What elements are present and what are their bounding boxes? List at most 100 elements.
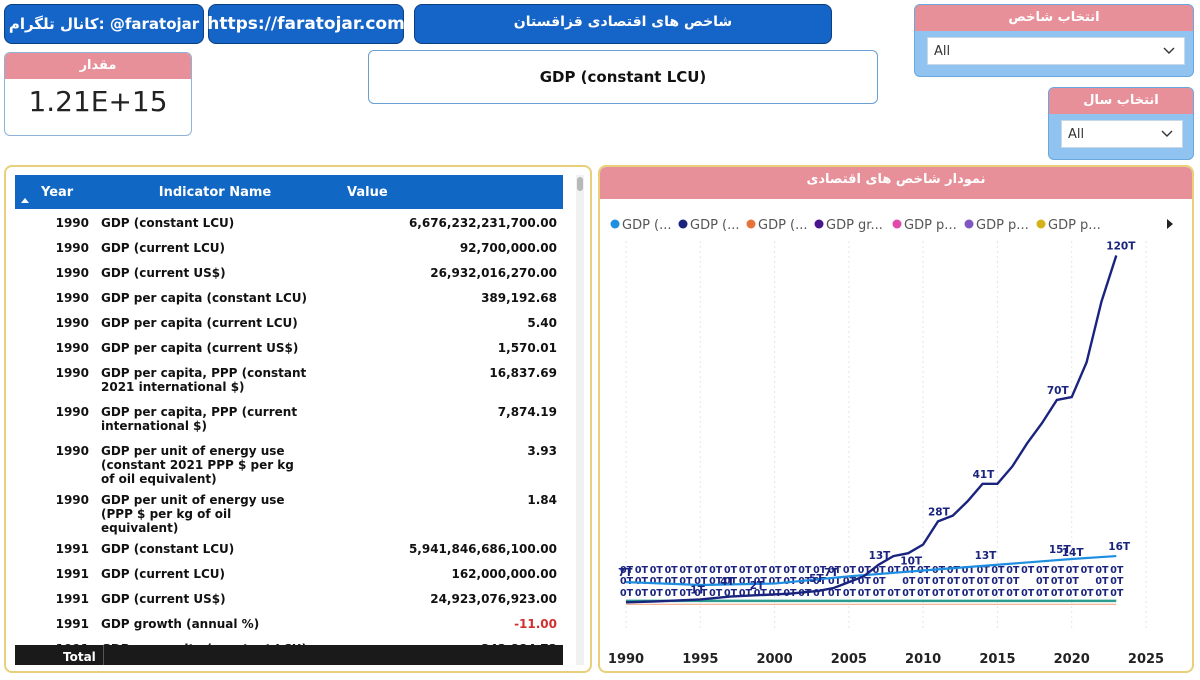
table-cell-year: 1991 xyxy=(55,592,89,606)
data-label-zero: 0T xyxy=(739,588,753,599)
data-label-zero: 0T xyxy=(694,565,708,576)
table-row[interactable]: 1990 GDP per capita, PPP (constant 2021 i… xyxy=(15,359,563,398)
data-label-zero: 0T xyxy=(813,588,827,599)
table-cell-year: 1990 xyxy=(55,341,89,355)
table-cell-value: 1.84 xyxy=(527,493,557,507)
data-label: 2T xyxy=(750,580,765,592)
table-scroll-area[interactable]: Year Indicator Name Value 1990 GDP (const… xyxy=(15,175,563,665)
table-row[interactable]: 1991 GDP (constant LCU) 5,941,846,686,100.… xyxy=(15,535,563,560)
data-label-zero: 0T xyxy=(917,576,931,587)
legend-entry: GDP (... xyxy=(622,218,672,233)
indicator-dropdown[interactable]: All xyxy=(927,37,1185,65)
data-label-zero: 0T xyxy=(873,565,887,576)
table-cell-indicator-name: GDP per unit of energy use (constant 202… xyxy=(101,444,294,486)
economic-indicators-line-chart: GDP (... GDP (... GDP (... GDP gr... GDP p..… xyxy=(608,218,1173,667)
data-label-zero: 0T xyxy=(650,588,664,599)
data-label-zero: 0T xyxy=(991,588,1005,599)
data-label: 4T xyxy=(720,576,735,588)
dashboard-title: شاخص های اقتصادی قزاقستان xyxy=(513,14,733,30)
data-label-zero: 0T xyxy=(1051,576,1065,587)
table-cell-indicator-name: GDP (current US$) xyxy=(101,266,226,280)
data-label-zero: 0T xyxy=(679,565,693,576)
table-cell-year: 1991 xyxy=(55,617,89,631)
legend-entry: GDP (... xyxy=(758,218,808,233)
data-label-zero: 0T xyxy=(783,565,797,576)
website-link-button[interactable]: https://faratojar.com xyxy=(207,4,405,44)
data-label-zero: 0T xyxy=(843,588,857,599)
data-label-zero: 0T xyxy=(1006,565,1020,576)
data-label-zero: 0T xyxy=(887,565,901,576)
data-label: 13T xyxy=(975,550,998,562)
table-cell-indicator-name: GDP (current LCU) xyxy=(101,567,226,581)
data-label-zero: 0T xyxy=(828,565,842,576)
data-label: 16T xyxy=(1108,541,1131,553)
data-label: 120T xyxy=(1106,240,1136,252)
data-label-zero: 0T xyxy=(1051,588,1065,599)
year-slicer-label: انتخاب سال xyxy=(1049,88,1193,114)
data-label-zero: 0T xyxy=(1066,588,1080,599)
data-label: 7T xyxy=(618,567,633,579)
table-cell-indicator-name: GDP per capita, PPP (constant 2021 inter… xyxy=(101,366,307,394)
data-label-zero: 0T xyxy=(709,576,723,587)
table-row[interactable]: 1990 GDP (current US$) 26,932,016,270.00 xyxy=(15,259,563,284)
table-row[interactable]: 1990 GDP per capita (current US$) 1,570.01 xyxy=(15,334,563,359)
value-card: مقدار 1.21E+15 xyxy=(4,52,192,136)
data-label-zero: 0T xyxy=(620,588,634,599)
data-label-zero: 0T xyxy=(694,576,708,587)
data-label-zero: 0T xyxy=(858,565,872,576)
data-label-zero: 0T xyxy=(902,576,916,587)
table-cell-indicator-name: GDP (constant LCU) xyxy=(101,542,235,556)
data-label-zero: 0T xyxy=(828,588,842,599)
table-row[interactable]: 1990 GDP per unit of energy use (PPP $ pe… xyxy=(15,486,563,535)
data-label-zero: 0T xyxy=(1006,576,1020,587)
data-label-zero: 0T xyxy=(1095,565,1109,576)
data-label-zero: 0T xyxy=(947,576,961,587)
table-scrollbar[interactable] xyxy=(576,175,584,665)
table-cell-indicator-name: GDP per capita (current LCU) xyxy=(101,316,298,330)
data-label-zero: 0T xyxy=(754,588,768,599)
column-header-year[interactable]: Year xyxy=(15,175,95,209)
data-label-zero: 0T xyxy=(932,565,946,576)
data-label-zero: 0T xyxy=(650,576,664,587)
table-row[interactable]: 1990 GDP per unit of energy use (constant… xyxy=(15,437,563,486)
table-row[interactable]: 1991 GDP (current LCU) 162,000,000.00 xyxy=(15,560,563,585)
data-label-zero: 0T xyxy=(917,588,931,599)
data-label-zero: 0T xyxy=(694,588,708,599)
table-row[interactable]: 1990 GDP (current LCU) 92,700,000.00 xyxy=(15,234,563,259)
x-tick-label: 2005 xyxy=(831,652,867,667)
table-cell-year: 1990 xyxy=(55,366,89,380)
data-label-zero: 0T xyxy=(962,576,976,587)
table-row[interactable]: 1991 GDP growth (annual %) -11.00 xyxy=(15,610,563,635)
table-row[interactable]: 1990 GDP per capita, PPP (current interna… xyxy=(15,398,563,437)
data-label-zero: 0T xyxy=(679,576,693,587)
column-header-indicator-name[interactable]: Indicator Name xyxy=(95,175,335,209)
data-label: 70T xyxy=(1047,385,1070,397)
dashboard-title-button[interactable]: شاخص های اقتصادی قزاقستان xyxy=(414,4,832,44)
table-row[interactable]: 1990 GDP (constant LCU) 6,676,232,231,700.… xyxy=(15,209,563,234)
data-label-zero: 0T xyxy=(962,588,976,599)
legend-marker xyxy=(1036,219,1046,229)
column-header-value[interactable]: Value xyxy=(335,175,563,209)
table-cell-indicator-name: GDP per capita (current US$) xyxy=(101,341,299,355)
data-label-zero: 0T xyxy=(635,565,649,576)
table-cell-year: 1990 xyxy=(55,216,89,230)
legend-marker xyxy=(814,219,824,229)
data-label-zero: 0T xyxy=(724,576,738,587)
table-scrollbar-thumb[interactable] xyxy=(577,177,583,191)
table-cell-year: 1990 xyxy=(55,493,89,507)
x-tick-label: 2015 xyxy=(979,652,1015,667)
telegram-channel-button[interactable]: کانال تلگرام: @faratojar xyxy=(4,4,204,44)
data-label-zero: 0T xyxy=(1095,576,1109,587)
year-dropdown[interactable]: All xyxy=(1061,120,1183,148)
legend-entry: GDP p... xyxy=(976,218,1029,233)
table-row[interactable]: 1990 GDP per capita (current LCU) 5.40 xyxy=(15,309,563,334)
indicator-slicer-label: انتخاب شاخص xyxy=(915,5,1193,31)
data-label-zero: 0T xyxy=(947,588,961,599)
data-label-zero: 0T xyxy=(754,565,768,576)
table-row[interactable]: 1990 GDP per capita (constant LCU) 389,192… xyxy=(15,284,563,309)
table-row[interactable]: 1991 GDP (current US$) 24,923,076,923.00 xyxy=(15,585,563,610)
legend-next-icon[interactable] xyxy=(1167,219,1173,229)
column-header-value-label: Value xyxy=(347,184,388,200)
table-cell-value: 26,932,016,270.00 xyxy=(430,266,557,280)
data-label-zero: 0T xyxy=(665,576,679,587)
